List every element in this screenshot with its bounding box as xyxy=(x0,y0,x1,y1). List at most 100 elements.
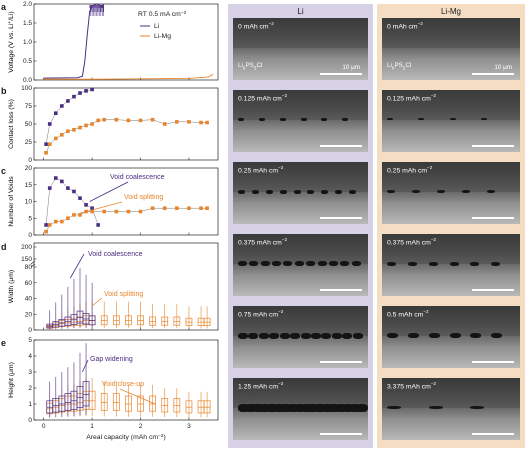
data-point xyxy=(114,117,119,122)
panel-a: 0.0 0.5 1.0 1.5 2.0 Voltage (V vs. Li+/Li) RT … xyxy=(8,1,219,84)
y-tick-label: 25 xyxy=(25,139,33,146)
scale-bar xyxy=(472,144,514,147)
y-tick-label: 20 xyxy=(25,311,33,318)
interface-voids xyxy=(382,45,520,52)
y-tick-label: 0 xyxy=(28,232,32,239)
data-point xyxy=(72,94,76,99)
electrolyte-layer xyxy=(382,192,520,224)
data-point xyxy=(72,127,76,132)
data-point xyxy=(150,206,155,210)
data-point xyxy=(47,223,52,227)
data-point xyxy=(114,209,119,214)
legend-title: RT 0.5 mA cm−2 xyxy=(138,10,187,19)
sem-frame: 0.375 mAh cm−2 xyxy=(382,234,520,296)
sem-frame: 3.375 mAh cm−2 xyxy=(382,378,520,440)
lithium-layer xyxy=(233,90,368,120)
sem-frame: 0.25 mAh cm−2 xyxy=(382,162,520,224)
plots-figure: 0.0 0.5 1.0 1.5 2.0 Voltage (V vs. Li+/Li) RT … xyxy=(1,1,219,442)
series-line-li xyxy=(43,3,105,79)
electrolyte-layer xyxy=(382,408,520,440)
panel-letter-a: a xyxy=(1,2,7,12)
sem-frame: 0.125 mAh cm−2 xyxy=(233,90,368,152)
y-tick-label: 50 xyxy=(25,121,33,128)
panel-b: 0 25 50 75 100 Contact loss (%) xyxy=(8,85,219,164)
scale-bar xyxy=(320,288,362,291)
sem-frame: 0.25 mAh cm−2 xyxy=(233,162,368,224)
arrow-li xyxy=(82,359,89,373)
data-point xyxy=(72,189,76,194)
data-point xyxy=(78,125,82,130)
lithium-layer xyxy=(233,18,368,48)
scale-bar xyxy=(320,432,362,435)
sem-frame: 0.125 mAh cm−2 xyxy=(382,90,520,152)
y-tick-label: 150 xyxy=(21,256,32,263)
data-point xyxy=(84,123,88,128)
axes-frame xyxy=(33,242,219,331)
y-axis-label: Contact loss (%) xyxy=(8,99,15,149)
interface-voids xyxy=(382,333,520,340)
y-tick-label: 40 xyxy=(25,296,33,303)
data-point xyxy=(78,196,82,200)
x-tick-label: 0 xyxy=(42,423,46,430)
y-axis-label: Height (μm) xyxy=(8,362,15,398)
data-point xyxy=(187,206,191,210)
x-axis-label: Areal capacity (mAh cm−2) xyxy=(86,433,166,442)
y-tick-label: 0 xyxy=(28,157,32,164)
capacity-label: 0.25 mAh cm−2 xyxy=(387,165,433,175)
data-point xyxy=(205,206,209,210)
data-point xyxy=(66,186,70,190)
y-axis-label: Voltage (V vs. Li+/Li) xyxy=(8,11,16,72)
annotation-li: Void coalescence xyxy=(110,174,165,181)
x-tick-label: 3 xyxy=(187,423,191,430)
panel-letter-e: e xyxy=(1,338,6,348)
capacity-label: 0.25 mAh cm−2 xyxy=(238,165,284,175)
electrolyte-label: Li6PS5Cl xyxy=(387,62,412,71)
y-tick-label: 100 xyxy=(21,85,32,92)
series-guide xyxy=(45,177,99,226)
interface-voids xyxy=(382,189,520,196)
data-point xyxy=(187,120,191,124)
y-tick-label: 1.0 xyxy=(23,39,32,46)
y-tick-label: 0.0 xyxy=(23,77,32,84)
interface-voids xyxy=(233,261,368,268)
annotation-li: Void coalescence xyxy=(88,251,143,258)
data-point xyxy=(84,203,88,207)
scale-bar xyxy=(472,72,514,75)
data-point xyxy=(72,213,76,217)
electrolyte-layer xyxy=(233,192,368,224)
arrow-li xyxy=(69,253,85,279)
sem-frame: 0 mAh cm−2 Li6PS5Cl 10 μm xyxy=(233,18,368,80)
y-tick-label: 2 xyxy=(28,385,32,392)
lithium-layer xyxy=(382,378,520,408)
series-guide xyxy=(45,207,208,232)
interface-voids xyxy=(233,117,368,124)
panel-letter-d: d xyxy=(1,242,7,252)
lithium-layer xyxy=(382,18,520,48)
interface-voids xyxy=(233,333,368,340)
interface-voids xyxy=(382,405,520,412)
data-point xyxy=(162,206,167,210)
data-point xyxy=(205,120,209,125)
data-point xyxy=(44,151,48,155)
arrow-limg xyxy=(91,297,103,307)
y-tick-label: 60 xyxy=(25,280,33,287)
scale-bar xyxy=(472,216,514,219)
box xyxy=(82,381,90,407)
data-point xyxy=(138,209,143,214)
data-point xyxy=(102,117,107,122)
data-point xyxy=(53,219,58,224)
panel-letter-b: b xyxy=(1,86,7,96)
scale-bar xyxy=(320,360,362,363)
data-point xyxy=(90,122,94,126)
data-point xyxy=(44,223,48,227)
axes-frame xyxy=(33,339,219,421)
box xyxy=(112,393,120,411)
data-point xyxy=(78,213,82,217)
y-tick-label: 0 xyxy=(28,417,32,424)
electrolyte-layer xyxy=(233,408,368,440)
annotation-li: Gap widening xyxy=(90,356,133,363)
capacity-label: 0.125 mAh cm−2 xyxy=(387,93,437,103)
series-guide xyxy=(45,89,93,145)
data-point xyxy=(47,142,52,146)
data-point xyxy=(126,209,131,214)
